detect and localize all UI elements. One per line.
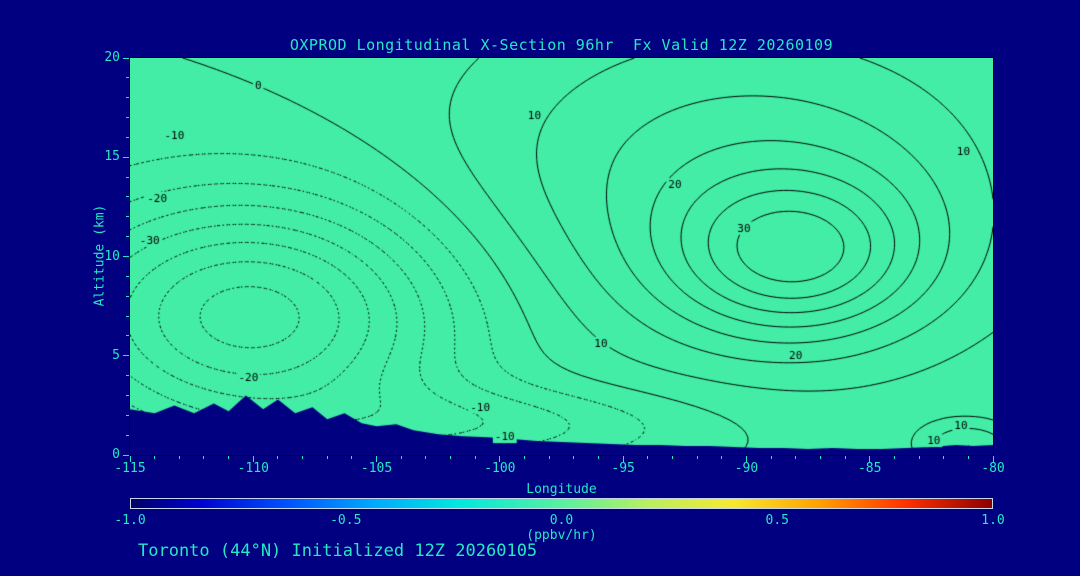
contour-canvas bbox=[130, 58, 993, 455]
footer-caption: Toronto (44°N) Initialized 12Z 20260105 bbox=[138, 541, 538, 561]
y-axis-tick bbox=[126, 136, 129, 138]
x-tick-label: -80 bbox=[981, 461, 1005, 476]
y-tick-label: 20 bbox=[104, 50, 120, 65]
x-axis-tick bbox=[918, 456, 920, 459]
x-axis-tick bbox=[499, 456, 501, 462]
x-axis-tick bbox=[351, 456, 353, 459]
x-tick-label: -110 bbox=[237, 461, 269, 476]
y-tick-label: 0 bbox=[112, 447, 120, 462]
x-axis-tick bbox=[573, 456, 575, 459]
colorbar-units: (ppbv/hr) bbox=[526, 528, 597, 543]
y-axis-tick bbox=[126, 77, 129, 79]
x-axis-tick bbox=[277, 456, 279, 459]
y-axis-tick bbox=[126, 196, 129, 198]
x-axis-tick bbox=[943, 456, 945, 459]
x-axis-tick bbox=[524, 456, 525, 459]
y-axis-tick bbox=[126, 394, 129, 396]
x-axis-tick bbox=[474, 456, 476, 459]
y-axis-tick bbox=[126, 295, 129, 297]
x-axis-tick bbox=[745, 456, 747, 462]
x-tick-label: -95 bbox=[611, 461, 635, 476]
y-axis-tick bbox=[123, 256, 129, 257]
colorbar-tick-label: -0.5 bbox=[330, 513, 362, 528]
x-axis-tick bbox=[795, 456, 797, 459]
x-axis-tick bbox=[844, 456, 846, 459]
x-axis-tick bbox=[721, 456, 723, 459]
x-tick-label: -105 bbox=[360, 461, 393, 476]
x-axis-tick bbox=[967, 456, 969, 459]
y-axis-tick bbox=[126, 375, 129, 377]
y-axis-tick bbox=[123, 454, 129, 456]
x-axis-tick bbox=[450, 456, 452, 459]
x-axis-tick bbox=[376, 456, 378, 462]
y-axis-tick bbox=[126, 236, 129, 238]
x-axis-tick bbox=[671, 456, 673, 459]
x-axis-tick bbox=[425, 456, 427, 459]
x-tick-label: -90 bbox=[734, 461, 759, 476]
x-tick-label: -100 bbox=[484, 461, 516, 476]
colorbar-tick-label: -1.0 bbox=[114, 513, 146, 528]
x-axis-tick bbox=[819, 456, 821, 459]
x-axis-tick bbox=[597, 456, 599, 459]
colorbar-tick-label: 0.0 bbox=[549, 513, 574, 528]
x-axis-tick bbox=[129, 456, 131, 462]
x-axis-tick bbox=[770, 456, 772, 459]
x-axis-tick bbox=[203, 456, 205, 459]
x-axis-tick bbox=[302, 456, 304, 459]
y-axis-tick bbox=[126, 434, 129, 436]
x-axis-title: Longitude bbox=[526, 482, 597, 497]
plot-area bbox=[129, 57, 994, 456]
y-axis-tick bbox=[126, 176, 129, 178]
chart-title: OXPROD Longitudinal X-Section 96hr Fx Va… bbox=[289, 36, 834, 54]
x-axis-tick bbox=[154, 456, 156, 459]
x-axis-tick bbox=[696, 456, 698, 459]
x-axis-tick bbox=[893, 456, 895, 459]
y-axis-tick bbox=[123, 57, 129, 59]
x-tick-label: -85 bbox=[857, 461, 882, 476]
x-axis-tick bbox=[548, 456, 550, 459]
colorbar bbox=[130, 498, 993, 509]
y-axis-tick bbox=[126, 335, 129, 337]
y-axis-tick bbox=[123, 355, 129, 357]
y-axis-tick bbox=[126, 275, 129, 277]
y-axis-tick bbox=[123, 156, 129, 158]
x-axis-tick bbox=[992, 456, 994, 462]
x-axis-tick bbox=[228, 456, 230, 459]
x-axis-tick bbox=[622, 456, 624, 462]
y-tick-label: 15 bbox=[104, 149, 120, 165]
x-axis-tick bbox=[647, 456, 649, 459]
x-axis-tick bbox=[178, 456, 180, 459]
y-tick-label: 5 bbox=[112, 347, 120, 363]
y-tick-label: 10 bbox=[104, 248, 120, 264]
y-axis-tick bbox=[126, 414, 129, 416]
y-axis-tick bbox=[126, 97, 129, 99]
y-axis-tick bbox=[126, 216, 129, 218]
colorbar-tick-label: 0.5 bbox=[765, 513, 789, 528]
x-axis-tick bbox=[869, 456, 871, 462]
y-axis-tick bbox=[126, 315, 129, 317]
x-axis-tick bbox=[326, 456, 328, 459]
x-tick-label: -115 bbox=[114, 461, 146, 476]
y-axis-tick bbox=[126, 117, 129, 119]
x-axis-tick bbox=[252, 456, 254, 462]
x-axis-tick bbox=[400, 456, 402, 459]
colorbar-tick-label: 1.0 bbox=[981, 513, 1005, 528]
